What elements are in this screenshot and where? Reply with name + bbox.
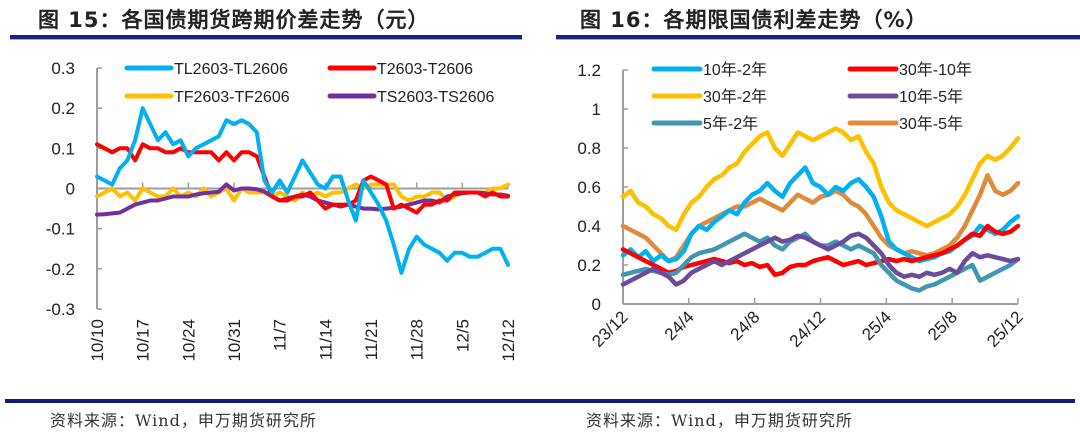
- x-tick-label: 12/5: [453, 319, 472, 352]
- y-tick-label: -0.2: [46, 260, 75, 279]
- x-tick-label: 24/12: [786, 307, 830, 351]
- y-tick-label: 0.2: [577, 256, 601, 275]
- legend-label: TF2603-TF2606: [174, 89, 290, 106]
- x-tick-label: 24/4: [661, 307, 698, 344]
- y-tick-label: 0.8: [577, 139, 601, 158]
- series-line-1: [620, 223, 1021, 278]
- x-tick-label: 10/10: [88, 319, 107, 362]
- y-tick-label: 0: [592, 295, 601, 314]
- x-tick-label: 11/7: [271, 319, 290, 351]
- y-tick-label: -0.1: [46, 220, 75, 239]
- y-tick-label: 1: [592, 100, 601, 119]
- x-tick-label: 11/21: [362, 319, 381, 360]
- y-tick-label: 0.3: [51, 59, 75, 78]
- x-tick-label: 11/14: [316, 319, 335, 360]
- y-tick-label: 0: [66, 180, 75, 199]
- x-tick-label: 10/24: [179, 319, 198, 362]
- y-tick-label: 0.4: [577, 217, 601, 236]
- x-tick-label: 10/17: [134, 319, 153, 362]
- figure-15-source: 资料来源：Wind，申万期货研究所: [50, 411, 317, 430]
- y-tick-label: 0.2: [51, 99, 75, 118]
- legend-label: 30年-10年: [899, 61, 972, 79]
- legend-label: 5年-2年: [703, 115, 758, 133]
- x-tick-label: 25/8: [924, 307, 961, 344]
- bottom-divider: [5, 399, 1075, 403]
- top-divider-right: [556, 35, 1080, 40]
- legend-label: 30年-5年: [899, 115, 963, 133]
- figure-16-title: 图 16：各期限国债利差走势（%）: [580, 8, 928, 32]
- legend-label: 10年-5年: [899, 88, 963, 106]
- y-tick-label: 0.1: [51, 139, 75, 158]
- figure-16-source: 资料来源：Wind，申万期货研究所: [586, 411, 853, 430]
- x-tick-label: 25/12: [983, 307, 1027, 351]
- y-tick-label: 0.6: [577, 178, 601, 197]
- figure-15-title: 图 15：各国债期货跨期价差走势（元）: [38, 8, 430, 32]
- legend-label: TS2603-TS2606: [377, 89, 495, 106]
- legend-label: TL2603-TL2606: [174, 61, 288, 78]
- series-line-0: [95, 106, 510, 275]
- x-tick-label: 12/12: [499, 319, 518, 362]
- series-line-1: [95, 142, 510, 215]
- legend-label: 10年-2年: [703, 61, 767, 79]
- y-tick-label: 1.2: [577, 61, 601, 80]
- series-line-2: [620, 126, 1021, 233]
- y-tick-label: -0.3: [46, 300, 75, 319]
- series-line-3: [620, 231, 1021, 287]
- x-tick-label: 11/28: [408, 319, 427, 360]
- x-tick-label: 24/8: [727, 307, 764, 344]
- chart-15-spread: 0.3 0.2 0.1 0 -0.1 -0.2 -0.3 10/10 10/17 10/24 10/…: [46, 59, 518, 362]
- x-tick-label: 10/31: [225, 319, 244, 362]
- legend-label: T2603-T2606: [377, 61, 473, 78]
- top-divider-left: [10, 35, 522, 40]
- x-tick-label: 25/4: [858, 307, 895, 344]
- legend-label: 30年-2年: [703, 88, 767, 106]
